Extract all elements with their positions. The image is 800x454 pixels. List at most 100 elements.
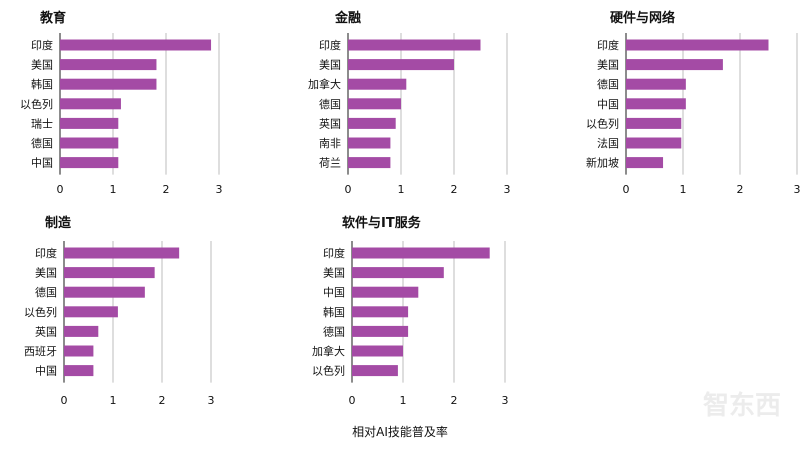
panel-title: 制造 xyxy=(45,215,72,231)
x-axis-label: 相对AI技能普及率 xyxy=(352,424,448,439)
category-label: 美国 xyxy=(319,59,341,72)
bar xyxy=(64,267,155,278)
panel-title: 教育 xyxy=(39,10,66,26)
bar xyxy=(348,157,390,168)
category-label: 以色列 xyxy=(586,116,619,130)
panel-title: 金融 xyxy=(334,10,361,26)
x-tick-label: 2 xyxy=(159,394,166,407)
bar xyxy=(352,326,408,337)
x-tick-label: 0 xyxy=(57,183,64,196)
bar xyxy=(352,346,403,357)
category-label: 印度 xyxy=(323,246,345,260)
x-tick-label: 2 xyxy=(451,183,458,196)
x-tick-label: 0 xyxy=(349,394,356,407)
x-tick-label: 2 xyxy=(163,183,170,196)
category-label: 美国 xyxy=(31,59,53,72)
category-label: 以色列 xyxy=(24,305,57,319)
x-tick-label: 0 xyxy=(623,183,630,196)
bar xyxy=(352,306,408,317)
bar xyxy=(348,79,406,90)
category-label: 以色列 xyxy=(312,364,345,378)
category-label: 英国 xyxy=(319,116,341,130)
bar xyxy=(626,79,686,90)
x-tick-label: 0 xyxy=(61,394,68,407)
bar xyxy=(348,40,481,51)
x-tick-label: 3 xyxy=(208,394,215,407)
category-label: 法国 xyxy=(597,136,619,150)
bar xyxy=(64,287,145,298)
x-tick-label: 1 xyxy=(110,183,117,196)
bar xyxy=(64,326,98,337)
bar xyxy=(626,118,681,129)
category-label: 英国 xyxy=(35,324,57,338)
x-tick-label: 3 xyxy=(504,183,511,196)
x-tick-label: 3 xyxy=(216,183,223,196)
category-label: 西班牙 xyxy=(24,345,57,358)
x-tick-label: 2 xyxy=(737,183,744,196)
bar xyxy=(348,59,454,70)
category-label: 荷兰 xyxy=(319,157,341,170)
x-tick-label: 1 xyxy=(110,394,117,407)
category-label: 德国 xyxy=(35,285,57,299)
panel-title: 软件与IT服务 xyxy=(342,215,422,231)
x-tick-label: 3 xyxy=(794,183,800,196)
bar xyxy=(348,138,390,149)
category-label: 德国 xyxy=(319,97,341,111)
bar xyxy=(60,79,156,90)
category-label: 德国 xyxy=(31,136,53,150)
bar xyxy=(60,157,118,168)
bar xyxy=(352,365,398,376)
bar xyxy=(626,59,723,70)
bar xyxy=(60,138,118,149)
bar xyxy=(352,248,490,259)
category-label: 中国 xyxy=(323,286,345,299)
bar xyxy=(348,118,396,129)
bar xyxy=(352,287,418,298)
x-tick-label: 0 xyxy=(345,183,352,196)
panel-title: 硬件与网络 xyxy=(610,10,675,26)
watermark-logo: 智东西 xyxy=(703,390,781,421)
category-label: 中国 xyxy=(597,98,619,111)
category-label: 美国 xyxy=(323,267,345,280)
category-label: 南非 xyxy=(319,137,341,150)
category-label: 韩国 xyxy=(31,77,53,91)
category-label: 瑞士 xyxy=(31,116,53,130)
category-label: 印度 xyxy=(31,38,53,52)
category-label: 美国 xyxy=(597,59,619,72)
category-label: 韩国 xyxy=(323,305,345,319)
bar xyxy=(64,248,179,259)
x-tick-label: 1 xyxy=(400,394,407,407)
bar xyxy=(60,118,118,129)
category-label: 印度 xyxy=(35,246,57,260)
category-label: 印度 xyxy=(319,38,341,52)
category-label: 印度 xyxy=(597,38,619,52)
bar xyxy=(64,365,93,376)
bar xyxy=(64,346,93,357)
bar xyxy=(626,157,663,168)
category-label: 中国 xyxy=(35,365,57,378)
category-label: 新加坡 xyxy=(586,156,619,170)
category-label: 德国 xyxy=(323,324,345,338)
category-label: 德国 xyxy=(597,77,619,91)
category-label: 以色列 xyxy=(20,97,53,111)
bar xyxy=(64,306,118,317)
x-tick-label: 3 xyxy=(502,394,509,407)
category-label: 美国 xyxy=(35,267,57,280)
watermark-text: 智东西 xyxy=(703,390,781,421)
bar xyxy=(626,40,769,51)
bar xyxy=(60,59,156,70)
category-label: 中国 xyxy=(31,157,53,170)
bar xyxy=(60,40,211,51)
x-tick-label: 1 xyxy=(398,183,405,196)
bar xyxy=(352,267,444,278)
bar xyxy=(626,98,686,109)
bar xyxy=(626,138,681,149)
